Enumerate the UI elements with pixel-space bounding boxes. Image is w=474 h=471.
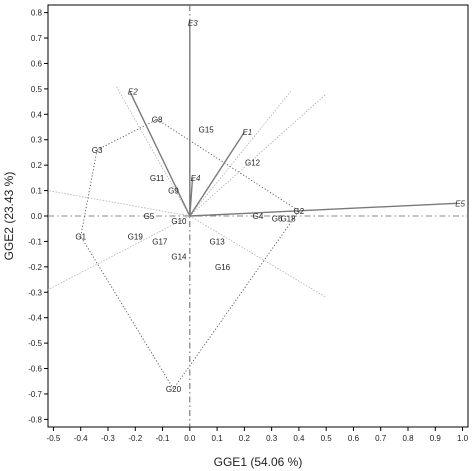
environment-labels: E1 E2 E3 E4 E5 — [128, 19, 466, 208]
sector-rays — [47, 86, 327, 298]
y-tick-label: -0.6 — [28, 365, 42, 374]
y-tick-label: -0.1 — [28, 237, 42, 246]
x-tick-label: -0.3 — [101, 434, 115, 443]
vector-e4 — [189, 177, 194, 217]
genotype-g13: G13 — [210, 237, 226, 246]
genotype-g8: G8 — [152, 115, 163, 124]
genotype-g16: G16 — [215, 263, 231, 272]
x-tick-label: 0.1 — [212, 434, 224, 443]
y-tick-label: -0.5 — [28, 339, 42, 348]
y-tick-label: -0.4 — [28, 314, 42, 323]
x-tick-label: 0.9 — [430, 434, 442, 443]
genotype-g14: G14 — [171, 253, 187, 262]
genotype-g11: G11 — [150, 174, 165, 183]
y-tick-label: 0.6 — [31, 59, 43, 68]
y-tick-label: 0.7 — [31, 34, 43, 43]
polygon-edge-G20-G1 — [80, 236, 174, 390]
y-tick-label: 0.5 — [31, 85, 43, 94]
sector-ray-2 — [115, 86, 191, 217]
polygon-edge-G8-G2 — [156, 119, 300, 212]
sector-ray-6 — [47, 215, 191, 291]
polygon-hull — [80, 118, 300, 390]
genotype-g20: G20 — [166, 385, 182, 394]
x-tick-label: 0.0 — [184, 434, 196, 443]
polygon-edge-G1-G3 — [80, 149, 98, 237]
x-tick-label: -0.1 — [156, 434, 170, 443]
x-tick-label: 0.3 — [266, 434, 278, 443]
y-tick-label: 0.2 — [31, 161, 43, 170]
y-tick-label: -0.7 — [28, 390, 42, 399]
polygon-edge-G2-G20 — [173, 210, 300, 390]
vector-e1 — [189, 131, 245, 217]
y-tick-label: 0.1 — [31, 187, 43, 196]
x-tick-label: 0.5 — [321, 434, 333, 443]
genotype-g12: G12 — [245, 159, 261, 168]
genotype-g9: G9 — [168, 187, 179, 196]
x-tick-label: -0.5 — [47, 434, 61, 443]
vector-e5 — [189, 202, 458, 217]
x-tick-label: 0.8 — [402, 434, 414, 443]
env-label-e2: E2 — [128, 87, 138, 96]
y-tick-label: 0.4 — [31, 110, 43, 119]
env-label-e4: E4 — [191, 174, 201, 183]
environment-vectors — [129, 22, 458, 217]
genotype-g17: G17 — [152, 237, 168, 246]
genotype-g18: G18 — [280, 215, 296, 224]
x-tick-label: 0.7 — [375, 434, 387, 443]
polygon-edge-G3-G8 — [96, 118, 158, 151]
x-tick-label: 1.0 — [457, 434, 469, 443]
y-tick-label: -0.2 — [28, 263, 42, 272]
y-tick-label: 0.0 — [31, 212, 43, 221]
sector-ray-4 — [189, 93, 327, 217]
x-axis-ticks: -0.5 -0.4 -0.3 -0.2 -0.1 0.0 0.1 0.2 0.3 0.4 0.5 0.… — [47, 427, 469, 443]
genotype-labels: G1 G2 G3 G4 G5 G6 G8 G9 G10 G11 G12 G13 G14 G15 G16 G17… — [75, 115, 304, 393]
x-axis-label: GGE1 (54.06 %) — [214, 455, 303, 469]
genotype-g19: G19 — [128, 232, 144, 241]
x-tick-label: -0.2 — [128, 434, 142, 443]
genotype-g2: G2 — [294, 207, 305, 216]
env-label-e1: E1 — [242, 128, 252, 137]
vector-e2 — [129, 91, 191, 217]
sector-ray-1 — [47, 190, 190, 217]
x-tick-label: 0.6 — [348, 434, 360, 443]
env-label-e5: E5 — [455, 199, 465, 208]
genotype-g10: G10 — [171, 217, 187, 226]
sector-ray-3 — [189, 91, 292, 217]
y-tick-label: -0.8 — [28, 415, 42, 424]
y-tick-label: -0.3 — [28, 288, 42, 297]
env-label-e3: E3 — [188, 19, 198, 28]
genotype-g3: G3 — [92, 146, 103, 155]
y-tick-label: 0.3 — [31, 136, 43, 145]
x-tick-label: 0.4 — [293, 434, 305, 443]
sector-ray-5 — [189, 215, 327, 298]
y-axis-ticks: 0.8 0.7 0.6 0.5 0.4 0.3 0.2 0.1 0.0 -0.1 -0.2 -0.3 -… — [28, 9, 48, 424]
genotype-g15: G15 — [199, 126, 215, 135]
y-tick-label: 0.8 — [31, 9, 43, 18]
y-axis-label: GGE2 (23.43 %) — [2, 172, 16, 261]
x-tick-label: 0.2 — [239, 434, 251, 443]
x-tick-label: -0.4 — [74, 434, 88, 443]
genotype-g4: G4 — [253, 212, 264, 221]
genotype-g6: G6 — [272, 215, 283, 224]
genotype-g1: G1 — [75, 232, 86, 241]
genotype-g5: G5 — [144, 212, 155, 221]
